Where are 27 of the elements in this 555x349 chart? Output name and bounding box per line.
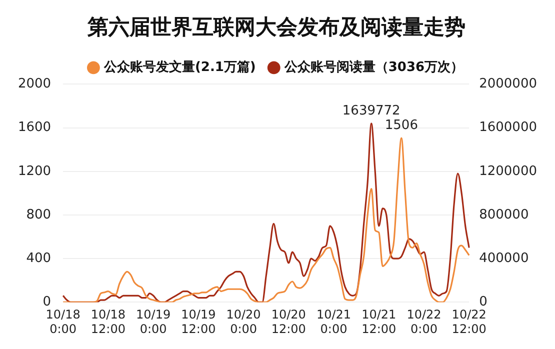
x-tick-label: 10/21 0:00 [316, 308, 352, 336]
y2-tick-label: 1600000 [479, 120, 538, 136]
x-tick-label: 10/20 0:00 [226, 308, 261, 336]
y-tick-label: 800 [26, 207, 52, 222]
y2-tick-label: 400000 [479, 250, 529, 266]
data-label: 1639772 [342, 103, 400, 118]
y-tick-label: 1600 [18, 120, 52, 136]
legend-label: 公众账号发文量(2.1万篇) [102, 59, 256, 76]
data-label: 1506 [384, 118, 418, 133]
y-tick-label: 1200 [18, 164, 52, 179]
chart-title: 第六届世界互联网大会发布及阅读量走势 [86, 15, 466, 40]
x-tick-label: 10/19 12:00 [181, 308, 216, 336]
y-tick-label: 400 [26, 250, 52, 266]
y2-tick-label: 0 [479, 294, 488, 310]
x-tick-label: 10/20 12:00 [271, 308, 306, 336]
x-tick-label: 10/21 12:00 [362, 308, 396, 336]
y2-tick-label: 800000 [479, 207, 529, 222]
x-tick-label: 10/18 0:00 [46, 308, 80, 336]
x-tick-label: 10/19 0:00 [136, 308, 171, 336]
y-tick-label: 2000 [18, 76, 52, 92]
y2-tick-label: 2000000 [479, 76, 538, 92]
x-tick-label: 10/22 0:00 [406, 308, 442, 336]
legend-label: 公众账号阅读量（3036万次） [283, 60, 464, 76]
x-tick-label: 10/22 12:00 [452, 308, 486, 336]
x-tick-label: 10/18 12:00 [90, 308, 126, 336]
y-tick-label: 0 [42, 294, 52, 310]
y2-tick-label: 1200000 [479, 164, 538, 179]
